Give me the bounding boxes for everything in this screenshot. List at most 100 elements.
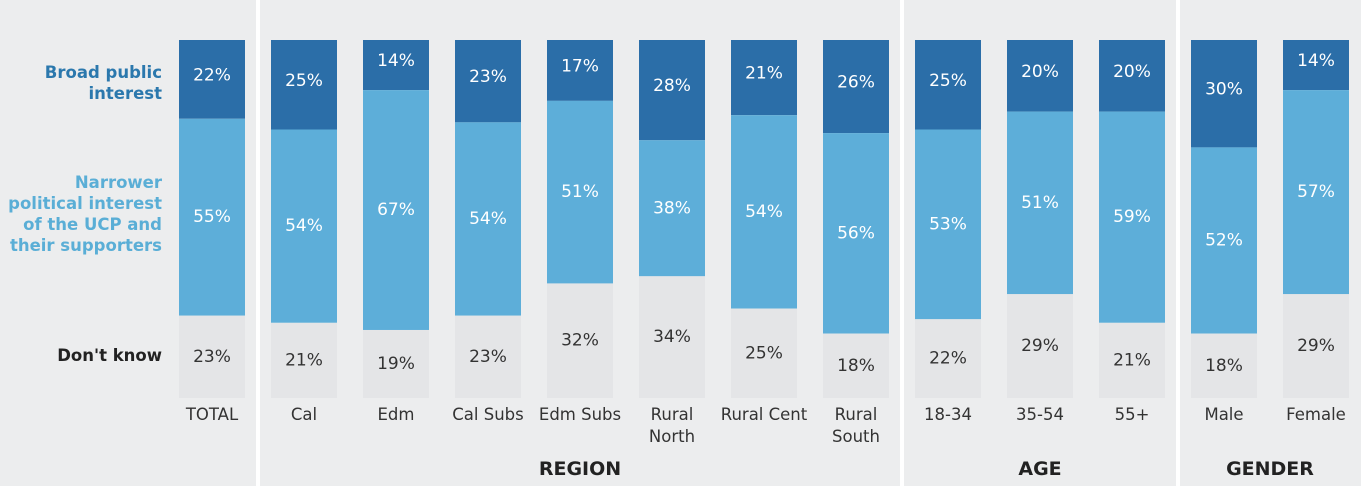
value-label: 22%	[929, 349, 967, 369]
value-label: 51%	[561, 182, 599, 202]
legend-label: Don't know	[57, 346, 162, 365]
value-label: 21%	[285, 350, 323, 370]
bar-segment	[455, 122, 521, 316]
legend-label: Narrower political interest of the UCP a…	[8, 173, 162, 255]
value-label: 25%	[285, 71, 323, 91]
value-label: 17%	[561, 56, 599, 76]
bar-segment	[639, 40, 705, 141]
x-tick-label: Edm	[377, 405, 415, 424]
bar-segment	[639, 140, 705, 277]
bar-segment	[455, 40, 521, 123]
x-tick-label: Rural North	[648, 405, 696, 446]
value-label: 57%	[1297, 182, 1335, 202]
x-tick-label: 55+	[1114, 405, 1150, 424]
value-label: 51%	[1021, 193, 1059, 213]
value-label: 23%	[469, 347, 507, 367]
x-tick-label: 35-54	[1016, 405, 1064, 424]
value-label: 32%	[561, 331, 599, 351]
value-label: 38%	[653, 198, 691, 218]
value-label: 18%	[1205, 356, 1243, 376]
bar-segment	[1283, 90, 1349, 295]
bar-segment	[1007, 294, 1073, 398]
value-label: 54%	[469, 209, 507, 229]
bar-segment	[179, 118, 245, 316]
bar-segment	[915, 129, 981, 320]
value-label: 28%	[653, 76, 691, 96]
value-label: 29%	[1021, 336, 1059, 356]
x-tick-label: Rural South	[832, 405, 880, 446]
bar-segment	[271, 40, 337, 130]
group-separator	[1176, 0, 1180, 486]
value-label: 56%	[837, 223, 875, 243]
bar-segment	[547, 40, 613, 101]
bar-segment	[1191, 147, 1257, 334]
x-tick-label: Cal Subs	[452, 405, 524, 424]
group-label: GENDER	[1226, 458, 1314, 480]
value-label: 59%	[1113, 207, 1151, 227]
bar-segment	[1191, 40, 1257, 148]
bar-segment	[915, 319, 981, 398]
bar-segment	[1099, 111, 1165, 323]
bar-segment	[1099, 40, 1165, 112]
bar-segment	[363, 329, 429, 398]
value-label: 20%	[1021, 62, 1059, 82]
x-tick-label: Rural Cent	[720, 405, 808, 424]
bar-segment	[823, 133, 889, 334]
value-label: 18%	[837, 356, 875, 376]
bar-segment	[731, 115, 797, 309]
bar-segment	[1191, 333, 1257, 398]
bar-segment	[1283, 40, 1349, 91]
value-label: 29%	[1297, 336, 1335, 356]
x-tick-label: 18-34	[924, 405, 972, 424]
bar-segment	[455, 315, 521, 398]
bar-segment	[1007, 40, 1073, 112]
bar-segment	[823, 40, 889, 134]
bar-segment	[547, 283, 613, 398]
bar-segment	[731, 308, 797, 398]
x-tick-label: Male	[1204, 405, 1244, 424]
bar-segment	[639, 276, 705, 398]
bar-segment	[363, 40, 429, 91]
bar-segment	[271, 129, 337, 323]
x-tick-label: Female	[1286, 405, 1346, 424]
value-label: 21%	[745, 64, 783, 84]
value-label: 25%	[929, 71, 967, 91]
value-label: 55%	[193, 207, 231, 227]
bar-segment	[1007, 111, 1073, 295]
x-tick-label: Edm Subs	[538, 405, 622, 424]
value-label: 54%	[285, 216, 323, 236]
group-separator	[900, 0, 904, 486]
value-label: 52%	[1205, 230, 1243, 250]
value-label: 25%	[745, 343, 783, 363]
bar-segment	[271, 322, 337, 398]
bar-segment	[915, 40, 981, 130]
bar-segment	[823, 333, 889, 398]
value-label: 14%	[1297, 51, 1335, 71]
bar-segment	[1099, 322, 1165, 398]
value-label: 54%	[745, 202, 783, 222]
bar-segment	[179, 40, 245, 119]
value-label: 23%	[193, 347, 231, 367]
bar-segment	[731, 40, 797, 116]
legend-label: Broad public interest	[44, 63, 162, 103]
bar-segment	[547, 100, 613, 284]
x-tick-label: TOTAL	[185, 405, 239, 424]
value-label: 22%	[193, 65, 231, 85]
value-label: 26%	[837, 73, 875, 93]
value-label: 19%	[377, 354, 415, 374]
value-label: 53%	[929, 214, 967, 234]
value-label: 14%	[377, 51, 415, 71]
group-label: AGE	[1018, 458, 1062, 480]
bar-segment	[1283, 294, 1349, 398]
value-label: 67%	[377, 200, 415, 220]
bar-segment	[363, 90, 429, 330]
bar-segment	[179, 315, 245, 398]
x-tick-label: Cal	[290, 405, 318, 424]
value-label: 21%	[1113, 350, 1151, 370]
value-label: 34%	[653, 327, 691, 347]
value-label: 30%	[1205, 80, 1243, 100]
value-label: 20%	[1113, 62, 1151, 82]
group-label: REGION	[538, 458, 622, 480]
